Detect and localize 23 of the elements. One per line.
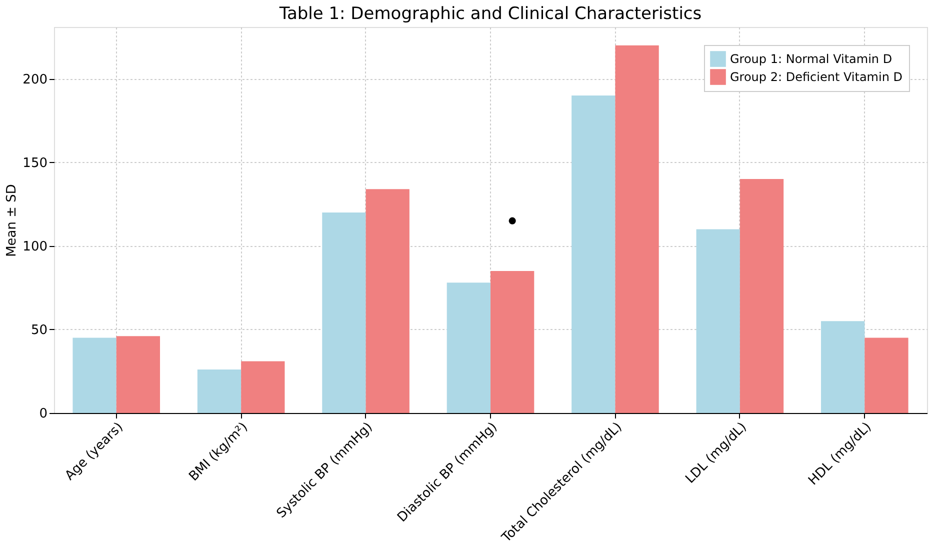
bar	[864, 338, 908, 413]
bar	[740, 179, 784, 413]
y-tick-label: 200	[22, 72, 48, 88]
bar	[446, 282, 490, 413]
bar	[572, 96, 616, 413]
y-tick-label: 100	[22, 239, 48, 254]
bar	[490, 270, 534, 413]
y-tick-label: 50	[30, 322, 48, 338]
bar	[72, 338, 116, 413]
bar	[241, 361, 285, 413]
bar	[197, 370, 242, 413]
bar	[615, 45, 659, 413]
y-axis-title: Mean ± SD	[4, 184, 20, 257]
bar	[696, 229, 740, 413]
bar	[116, 336, 160, 413]
y-tick-label: 0	[39, 406, 48, 422]
legend-label: Group 1: Normal Vitamin D	[730, 52, 892, 66]
legend-label: Group 2: Deficient Vitamin D	[730, 70, 902, 84]
bar	[322, 212, 366, 413]
bar	[820, 321, 865, 413]
bar	[366, 189, 410, 413]
y-tick-label: 150	[22, 156, 48, 171]
chart-title: Table 1: Demographic and Clinical Characteristics	[278, 4, 702, 24]
